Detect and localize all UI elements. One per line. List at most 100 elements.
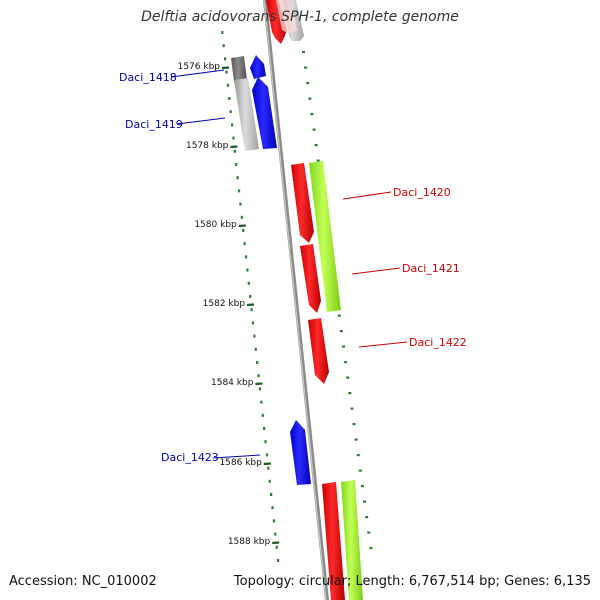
gene-label: Daci_1421 <box>402 262 460 275</box>
gene-label: Daci_1423 <box>161 451 219 464</box>
ruler-dot <box>239 202 242 206</box>
outer-dot <box>352 423 356 426</box>
outer-dot <box>356 454 360 457</box>
ruler-dot <box>253 334 256 338</box>
outer-dot <box>339 330 343 333</box>
outer-dot <box>367 531 371 534</box>
gene-label: Daci_1418 <box>119 71 177 84</box>
ruler-dot <box>247 281 250 285</box>
reverse-cds-arrow-1423 <box>290 420 311 485</box>
tick-label: 1588 kbp <box>227 537 271 547</box>
major-tick <box>272 541 280 545</box>
major-tick <box>255 382 263 386</box>
gene-label: Daci_1422 <box>409 336 467 349</box>
tick-label: 1580 kbp <box>194 220 237 230</box>
outer-dot <box>301 51 305 54</box>
reverse-cds-arrow-1419 <box>252 77 277 149</box>
ruler-dot <box>232 136 235 140</box>
outer-dot <box>350 407 354 410</box>
outer-dot <box>365 516 369 519</box>
backbone-highlight <box>263 0 327 600</box>
outer-dot <box>341 345 345 348</box>
leader-line <box>351 267 401 275</box>
leader-line <box>212 454 261 459</box>
outer-dot <box>363 500 367 503</box>
major-tick <box>246 303 255 307</box>
partial-forward-feature-bottom <box>341 480 363 600</box>
ruler-dot <box>243 242 246 246</box>
pseudo-feature-dark-1418 <box>231 56 247 82</box>
outer-dot <box>308 97 312 100</box>
ruler-dot <box>274 532 277 536</box>
ruler-dot <box>251 321 255 325</box>
outer-dot <box>312 128 316 131</box>
ruler-dot <box>263 427 266 430</box>
ruler-dot <box>246 268 249 272</box>
ruler-dot <box>221 31 224 34</box>
ruler-dot <box>254 347 257 351</box>
ruler-dot <box>228 97 231 100</box>
ruler-dot <box>270 493 273 496</box>
ruler-dot <box>225 70 228 74</box>
outer-dot <box>306 82 310 85</box>
ruler-dot <box>233 149 236 153</box>
ruler-dot <box>222 44 225 48</box>
ruler-major-ticks <box>221 66 280 545</box>
major-tick <box>221 66 230 70</box>
ruler-dot <box>226 83 229 87</box>
tick-label: 1586 kbp <box>219 458 262 468</box>
gene-label: Daci_1419 <box>125 118 183 131</box>
partial-feature-top-pink <box>276 0 297 34</box>
ruler-dot <box>271 506 274 510</box>
ruler-dot <box>260 400 263 404</box>
ruler-dot <box>264 440 267 444</box>
forward-cds-arrow-1420 <box>291 163 314 243</box>
partial-forward-cds-top <box>266 0 287 44</box>
ruler-dot <box>277 559 280 562</box>
leader-line <box>170 69 225 78</box>
ruler-dot <box>224 57 227 61</box>
reverse-cds-arrow-small-1418 <box>250 55 266 79</box>
ruler-dot <box>258 387 262 391</box>
ruler-dot <box>275 545 278 549</box>
ruler-minor-ticks <box>221 31 280 562</box>
tick-label: 1582 kbp <box>202 299 246 309</box>
leader-line <box>176 117 226 125</box>
outer-dot <box>304 66 308 69</box>
ruler-dot <box>230 123 234 127</box>
leader-line <box>358 341 408 348</box>
outer-dot <box>344 361 348 364</box>
label-leader-lines <box>170 69 408 459</box>
ruler-dot <box>250 308 253 312</box>
ruler-dot <box>244 255 248 259</box>
feature-track <box>231 0 363 600</box>
outer-dot <box>348 392 352 395</box>
ruler-dot <box>235 163 238 166</box>
outer-dot <box>354 438 358 441</box>
outer-dot <box>310 113 314 116</box>
major-tick <box>238 224 246 228</box>
ruler-dot <box>261 413 264 417</box>
accession-footer: Accession: NC_010002 <box>9 574 157 589</box>
ruler-dot <box>240 215 243 219</box>
major-tick <box>263 462 271 466</box>
ruler-dot <box>267 466 270 470</box>
pseudo-feature-gray-1419 <box>234 78 259 151</box>
gene-label: Daci_1420 <box>393 186 451 199</box>
forward-cds-arrow-1421 <box>300 244 321 313</box>
outer-dot <box>316 159 320 162</box>
ruler-dot <box>268 479 271 483</box>
ruler-dot <box>265 453 269 457</box>
outer-dot <box>358 469 362 472</box>
figure-title: Delftia acidovorans SPH-1, complete geno… <box>141 9 459 25</box>
outer-dot <box>369 547 373 550</box>
ruler-dot <box>249 295 252 298</box>
outer-dot <box>346 376 350 379</box>
genome-backbone <box>263 0 329 600</box>
ruler-dot <box>257 374 260 378</box>
ruler-dot <box>229 110 232 114</box>
outer-dot <box>337 314 341 317</box>
major-tick <box>230 145 238 149</box>
ruler-dot <box>256 361 259 364</box>
